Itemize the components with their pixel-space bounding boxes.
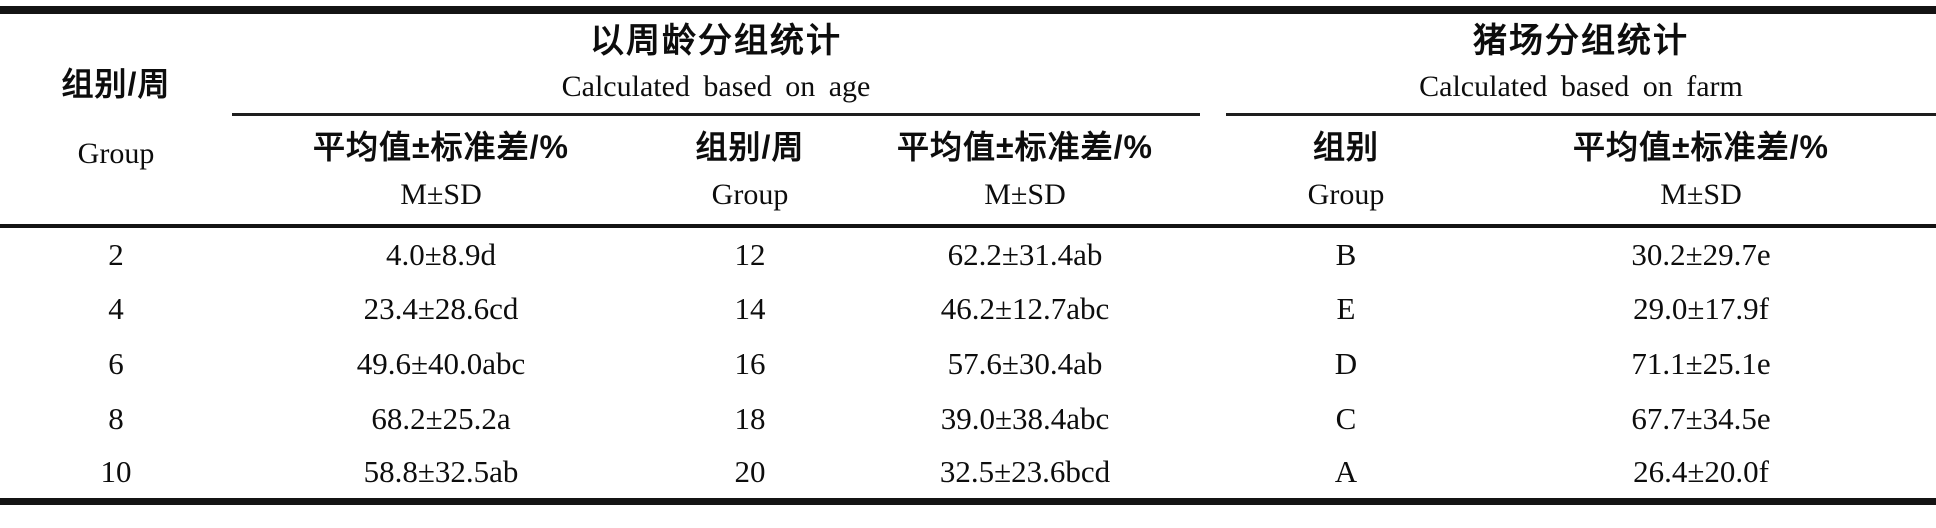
- subheader-mean-farm-en: M±SD: [1660, 177, 1742, 211]
- column-gap: [1200, 226, 1226, 281]
- group-header-age-en: Calculated based on age: [561, 70, 871, 104]
- table-row: 4 23.4±28.6cd 14 46.2±12.7abc E 29.0±17.…: [0, 281, 1936, 336]
- cell-mean: 23.4±28.6cd: [363, 290, 519, 326]
- subheader-mean-age-1: 平均值±标准差/% M±SD: [232, 114, 650, 228]
- cell-week: 10: [0, 446, 232, 505]
- cell-week: 12: [734, 236, 766, 272]
- table-row: 6 49.6±40.0abc 16 57.6±30.4ab D 71.1±25.…: [0, 336, 1936, 391]
- column-gap: [1200, 114, 1226, 228]
- cell-mean: 32.5±23.6bcd: [850, 446, 1200, 505]
- subheader-mean-age-2-en: M±SD: [984, 177, 1066, 211]
- cell-farm: A: [1226, 446, 1466, 505]
- cell-mean: 49.6±40.0abc: [356, 345, 526, 381]
- group-header-farm: 猪场分组统计 Calculated based on farm: [1226, 6, 1936, 116]
- subheader-group-farm: 组别 Group: [1226, 114, 1466, 228]
- group-header-age: 以周龄分组统计 Calculated based on age: [232, 6, 1200, 116]
- cell-week: 6: [108, 345, 124, 381]
- table-row: 10 58.8±32.5ab 20 32.5±23.6bcd A 26.4±20…: [0, 446, 1936, 505]
- group-header-farm-zh: 猪场分组统计: [1473, 22, 1689, 61]
- cell-mean: 4.0±8.9d: [385, 236, 496, 272]
- cell-week: 18: [734, 400, 766, 436]
- cell-mean: 26.4±20.0f: [1466, 446, 1936, 505]
- cell-mean: 30.2±29.7e: [1631, 236, 1771, 272]
- column-gap: [1200, 446, 1226, 505]
- subheader-group-week-en: Group: [711, 177, 789, 211]
- subheader-group-week-zh: 组别/周: [695, 128, 805, 165]
- cell-mean: 62.2±31.4ab: [947, 236, 1103, 272]
- cell-mean: 57.6±30.4ab: [947, 345, 1103, 381]
- cell-farm: B: [1335, 236, 1357, 272]
- table-row: 8 68.2±25.2a 18 39.0±38.4abc C 67.7±34.5…: [0, 391, 1936, 446]
- cell-mean: 39.0±38.4abc: [940, 400, 1110, 436]
- cell-week: 14: [734, 290, 766, 326]
- cell-week: 8: [108, 400, 124, 436]
- group-header-farm-en: Calculated based on farm: [1419, 70, 1743, 104]
- corner-header-en: Group: [77, 137, 155, 170]
- cell-farm: E: [1336, 290, 1356, 326]
- cell-mean: 46.2±12.7abc: [940, 290, 1110, 326]
- column-gap: [1200, 6, 1226, 114]
- cell-farm: D: [1334, 345, 1358, 381]
- corner-header-zh: 组别/周: [61, 66, 171, 102]
- column-gap: [1200, 336, 1226, 391]
- cell-mean: 67.7±34.5e: [1631, 400, 1771, 436]
- subheader-row: 平均值±标准差/% M±SD 组别/周 Group 平均值±标准差/% M±SD…: [0, 114, 1936, 228]
- subheader-group-week: 组别/周 Group: [650, 114, 850, 228]
- cell-week: 4: [108, 290, 124, 326]
- subheader-mean-farm-zh: 平均值±标准差/%: [1573, 128, 1829, 165]
- cell-mean: 71.1±25.1e: [1631, 345, 1771, 381]
- column-gap: [1200, 391, 1226, 446]
- subheader-group-farm-en: Group: [1307, 177, 1385, 211]
- table-row: 2 4.0±8.9d 12 62.2±31.4ab B 30.2±29.7e: [0, 226, 1936, 281]
- cell-farm: C: [1335, 400, 1357, 436]
- cell-mean: 29.0±17.9f: [1633, 290, 1769, 326]
- subheader-mean-age-1-en: M±SD: [400, 177, 482, 211]
- subheader-mean-farm: 平均值±标准差/% M±SD: [1466, 114, 1936, 228]
- column-gap: [1200, 281, 1226, 336]
- subheader-group-farm-zh: 组别: [1312, 128, 1379, 165]
- cell-mean: 58.8±32.5ab: [232, 446, 650, 505]
- cell-week: 20: [650, 446, 850, 505]
- subheader-mean-age-1-zh: 平均值±标准差/%: [313, 128, 569, 165]
- corner-header-cell: 组别/周 Group: [0, 6, 232, 228]
- statistics-table: 组别/周 Group 以周龄分组统计 Calculated based on a…: [0, 6, 1936, 505]
- cell-mean: 68.2±25.2a: [371, 400, 511, 436]
- group-header-age-zh: 以周龄分组统计: [590, 22, 842, 61]
- cell-week: 2: [108, 236, 124, 272]
- group-header-row: 组别/周 Group 以周龄分组统计 Calculated based on a…: [0, 6, 1936, 228]
- cell-week: 16: [734, 345, 766, 381]
- subheader-mean-age-2-zh: 平均值±标准差/%: [897, 128, 1153, 165]
- subheader-mean-age-2: 平均值±标准差/% M±SD: [850, 114, 1200, 228]
